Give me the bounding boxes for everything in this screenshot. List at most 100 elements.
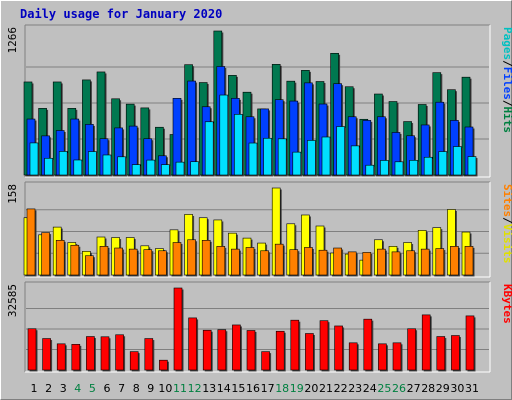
bar-pages-day-14: [219, 94, 229, 176]
bar-sites-day-1: [26, 208, 36, 276]
bar-kbytes-day-13: [202, 329, 212, 371]
side-label-part: /: [501, 60, 512, 67]
bar-sites-day-4: [70, 244, 80, 276]
bar-kbytes-day-1: [27, 328, 37, 371]
x-tick-label-day-25: 25: [377, 382, 391, 395]
bar-sites-day-8: [128, 248, 138, 276]
bar-kbytes-day-11: [173, 287, 183, 371]
bar-sites-day-10: [158, 250, 167, 276]
bar-pages-day-24: [365, 164, 375, 176]
bar-sites-day-24: [362, 252, 372, 276]
bar-kbytes-day-24: [363, 318, 373, 371]
bar-kbytes-day-7: [115, 334, 124, 371]
side-label: KBytes: [501, 284, 512, 324]
bar-pages-day-19: [292, 151, 302, 176]
x-tick-label-day-9: 9: [147, 382, 154, 395]
bar-sites-day-11: [172, 242, 182, 276]
x-tick-label-day-29: 29: [436, 382, 450, 395]
bar-pages-day-11: [175, 161, 185, 176]
bar-kbytes-day-5: [86, 336, 95, 371]
bar-sites-day-12: [187, 239, 196, 276]
bar-sites-day-13: [201, 240, 211, 276]
bar-kbytes-day-4: [71, 344, 81, 371]
bar-kbytes-day-3: [56, 343, 66, 371]
bar-pages-day-10: [161, 164, 170, 176]
x-tick-label-day-19: 19: [290, 382, 304, 395]
bar-pages-day-17: [263, 137, 272, 176]
side-label-part: Sites: [501, 184, 512, 217]
bar-sites-day-28: [420, 248, 430, 276]
bar-pages-day-31: [467, 156, 477, 176]
side-label-part: Hits: [501, 107, 512, 134]
bar-kbytes-day-30: [451, 335, 460, 371]
bar-pages-day-15: [234, 114, 243, 176]
bar-kbytes-day-28: [421, 314, 431, 371]
bar-kbytes-day-31: [465, 315, 475, 371]
bar-pages-day-23: [350, 145, 360, 176]
bar-pages-day-6: [102, 154, 112, 176]
bar-pages-day-2: [44, 157, 53, 176]
bar-pages-day-7: [117, 156, 126, 176]
side-label-part: KBytes: [501, 284, 512, 324]
x-tick-label-day-12: 12: [188, 382, 202, 395]
bar-kbytes-day-18: [275, 330, 285, 371]
x-tick-label-day-22: 22: [334, 382, 348, 395]
bar-pages-day-22: [336, 126, 345, 176]
bar-sites-day-19: [289, 249, 299, 276]
y-max-label: 1266: [6, 27, 19, 54]
bar-sites-day-16: [245, 247, 255, 276]
bar-files-day-12: [187, 80, 196, 176]
bar-kbytes-day-10: [159, 359, 168, 371]
y-max-label: 32585: [6, 284, 19, 317]
bar-pages-day-27: [409, 160, 418, 176]
x-tick-label-day-30: 30: [450, 382, 464, 395]
bar-sites-day-5: [85, 255, 94, 276]
bar-kbytes-day-21: [319, 320, 329, 371]
bar-kbytes-day-19: [290, 319, 300, 371]
x-tick-label-day-23: 23: [348, 382, 362, 395]
bar-sites-day-31: [464, 246, 474, 276]
bar-pages-day-29: [438, 151, 448, 176]
bar-pages-day-26: [394, 161, 404, 176]
bar-kbytes-day-8: [129, 351, 139, 371]
bar-kbytes-day-2: [42, 338, 51, 371]
x-tick-label-day-21: 21: [319, 382, 333, 395]
bar-pages-day-30: [453, 146, 462, 176]
bar-sites-day-3: [55, 240, 65, 276]
x-tick-label-day-4: 4: [74, 382, 81, 395]
side-label-part: Visits: [501, 224, 512, 264]
bar-sites-day-30: [450, 246, 459, 276]
bar-pages-day-8: [131, 164, 141, 176]
bar-kbytes-day-12: [188, 317, 197, 371]
x-tick-label-day-31: 31: [465, 382, 479, 395]
bar-pages-day-1: [29, 142, 39, 176]
bar-sites-day-29: [435, 248, 445, 276]
bar-sites-day-25: [377, 248, 386, 276]
bar-kbytes-day-25: [378, 343, 387, 371]
x-tick-label-day-11: 11: [173, 382, 187, 395]
bar-pages-day-18: [277, 138, 287, 176]
bar-kbytes-day-9: [144, 338, 154, 371]
bar-pages-day-4: [73, 159, 83, 176]
x-tick-label-day-1: 1: [31, 382, 38, 395]
chart-title: Daily usage for January 2020: [20, 7, 223, 21]
x-tick-label-day-28: 28: [421, 382, 435, 395]
x-tick-label-day-13: 13: [202, 382, 216, 395]
x-tick-label-day-18: 18: [275, 382, 289, 395]
bar-pages-day-9: [146, 159, 156, 176]
x-tick-label-day-5: 5: [89, 382, 96, 395]
bar-kbytes-day-26: [392, 342, 402, 371]
y-max-label: 158: [6, 184, 19, 204]
side-label-part: Pages: [501, 27, 512, 60]
bar-sites-day-22: [333, 247, 342, 276]
bar-pages-day-3: [58, 151, 68, 176]
x-tick-label-day-17: 17: [261, 382, 275, 395]
x-tick-label-day-7: 7: [118, 382, 125, 395]
bar-pages-day-16: [248, 142, 258, 176]
x-tick-label-day-8: 8: [133, 382, 140, 395]
bar-kbytes-day-16: [246, 330, 256, 371]
bar-kbytes-day-15: [232, 324, 241, 371]
x-tick-label-day-10: 10: [158, 382, 172, 395]
bar-pages-day-25: [380, 160, 389, 176]
